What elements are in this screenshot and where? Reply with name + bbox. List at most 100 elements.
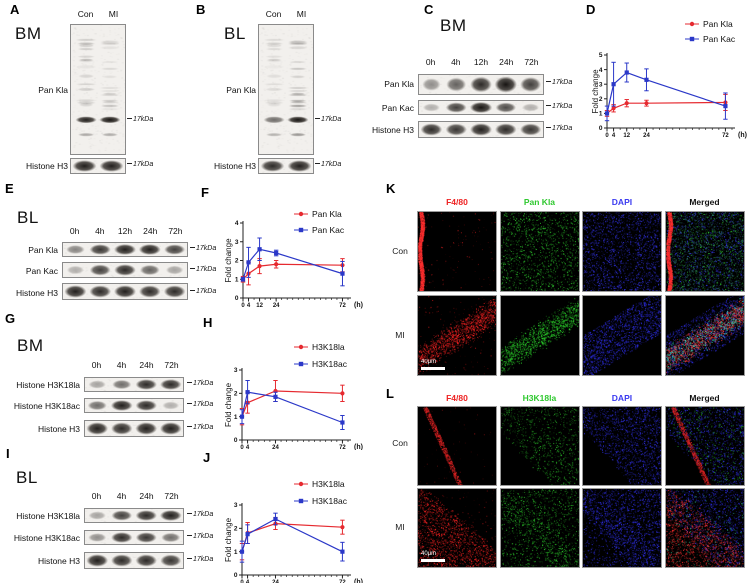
svg-text:4: 4 <box>247 303 251 309</box>
panel-i-timepoints: 0h 4h 24h 72h <box>84 491 184 501</box>
svg-text:(h): (h) <box>354 302 363 309</box>
timepoint-label: 72h <box>524 57 539 67</box>
timepoint-label: 24h <box>139 491 154 501</box>
panel-d-letter: D <box>586 2 596 17</box>
panel-b-tissue-label: BL <box>224 24 246 43</box>
timepoint-label: 0h <box>91 360 102 370</box>
svg-text:(h): (h) <box>354 579 363 583</box>
svg-text:0: 0 <box>605 133 609 139</box>
svg-text:2: 2 <box>599 96 603 103</box>
panel-a-mw-marker: 17kDa <box>127 116 153 123</box>
panel-j-fold-change-chart: 0 1 2 3 0 4 24 72 (h) Fold change H3K18la H3K18ac <box>201 449 366 583</box>
blot-row-label: Histone H3 <box>37 424 80 434</box>
panel-b-target-label: Pan Kla <box>226 85 256 95</box>
panel-k-column-headers: F4/80 Pan Kla DAPI Merged <box>417 197 747 207</box>
blot-row-label: Pan Kla <box>28 245 58 255</box>
microscopy-image-k-con-pan-kla <box>500 211 580 292</box>
svg-text:12: 12 <box>623 133 630 139</box>
timepoint-label: 0h <box>91 491 102 501</box>
svg-text:4: 4 <box>235 220 239 227</box>
mw-marker: 17kDa <box>187 533 213 540</box>
mw-marker: 17kDa <box>546 79 572 86</box>
svg-text:1: 1 <box>234 414 238 421</box>
microscopy-image-k-con-dapi <box>582 211 662 292</box>
if-column-header-dapi: DAPI <box>611 393 633 403</box>
panel-a-tissue-label: BM <box>15 24 42 43</box>
if-column-header-f480: F4/80 <box>446 197 468 207</box>
timepoint-label: 72h <box>168 226 183 236</box>
timepoint-label: 72h <box>164 491 179 501</box>
svg-text:1: 1 <box>235 276 239 283</box>
mw-marker-text: 17kDa <box>193 533 214 540</box>
microscopy-image-l-mi-f480 <box>417 488 497 568</box>
microscopy-image-k-con-merged <box>665 211 745 292</box>
blot-row-label: Pan Kla <box>384 79 414 89</box>
mw-marker: 17kDa <box>187 401 213 408</box>
blot-row-label: Pan Kac <box>25 266 58 276</box>
panel-a-lane-labels: Con MI <box>70 9 126 19</box>
mw-marker-text: 17kDa <box>552 125 573 132</box>
svg-text:2: 2 <box>234 526 238 533</box>
svg-text:72: 72 <box>339 580 346 583</box>
svg-text:4: 4 <box>599 67 603 74</box>
microscopy-image-l-mi-merged <box>665 488 745 568</box>
blot-row-label: Histone H3K18ac <box>13 401 80 411</box>
mw-marker-text: 17kDa <box>193 511 214 518</box>
blot-row-label: Histone H3K18la <box>16 511 80 521</box>
panel-i-histone-h3-blot-image <box>84 552 184 569</box>
svg-text:1: 1 <box>599 111 603 118</box>
panel-e-pan-kac-blot-image <box>62 262 188 278</box>
svg-text:(h): (h) <box>354 444 363 450</box>
microscopy-image-l-con-h3k18la <box>500 406 580 486</box>
panel-a-loading-label: Histone H3 <box>25 161 68 171</box>
svg-text:0: 0 <box>599 125 603 132</box>
mw-marker: 17kDa <box>187 511 213 518</box>
svg-text:3: 3 <box>234 502 238 509</box>
svg-text:0: 0 <box>235 295 239 302</box>
if-column-header-f480: F4/80 <box>446 393 468 403</box>
panel-b-histone-h3-blot-image <box>258 158 314 174</box>
mw-marker-text: 17kDa <box>196 266 217 273</box>
panel-a-loading-mw-marker: 17kDa <box>127 161 153 168</box>
blot-row-label: Pan Kac <box>381 103 414 113</box>
if-column-header-merged: Merged <box>689 393 720 403</box>
mw-marker: 17kDa <box>190 245 216 252</box>
microscopy-image-k-mi-pan-kla <box>500 295 580 376</box>
svg-text:2: 2 <box>234 391 238 398</box>
panel-c-timepoints: 0h 4h 12h 24h 72h <box>418 57 544 67</box>
panel-b-pan-kla-blot-image <box>258 24 314 155</box>
blot-row-label: Histone H3 <box>15 288 58 298</box>
timepoint-label: 12h <box>117 226 133 236</box>
svg-text:5: 5 <box>599 52 603 59</box>
panel-l-letter: L <box>386 386 394 401</box>
svg-text:4: 4 <box>246 445 250 450</box>
blot-row-label: Histone H3K18la <box>16 380 80 390</box>
svg-text:24: 24 <box>273 303 280 309</box>
panel-e-histone-h3-blot-image <box>62 283 188 300</box>
timepoint-label: 24h <box>499 57 514 67</box>
svg-text:Pan Kla: Pan Kla <box>312 209 342 219</box>
panel-g-h3k18la-blot-image <box>84 377 184 392</box>
panel-i-h3k18la-blot-image <box>84 508 184 523</box>
timepoint-label: 72h <box>164 360 179 370</box>
svg-text:24: 24 <box>643 133 650 139</box>
panel-e-timepoints: 0h 4h 12h 24h 72h <box>62 226 188 236</box>
mw-marker: 17kDa <box>190 266 216 273</box>
mw-marker-text: 17kDa <box>196 288 217 295</box>
blot-row-label: Histone H3 <box>371 125 414 135</box>
panel-i-tissue-label: BL <box>16 468 38 487</box>
svg-text:2: 2 <box>235 258 239 265</box>
timepoint-label: 4h <box>116 360 127 370</box>
timepoint-label: 12h <box>473 57 489 67</box>
mw-marker-text: 17kDa <box>193 424 214 431</box>
panel-a-histone-h3-blot-image <box>70 158 126 174</box>
panel-a-target-label: Pan Kla <box>38 85 68 95</box>
svg-text:Fold change: Fold change <box>224 517 233 562</box>
panel-c-letter: C <box>424 2 434 17</box>
svg-text:(h): (h) <box>738 132 747 139</box>
microscopy-image-l-con-f480 <box>417 406 497 486</box>
panel-c-pan-kac-blot-image <box>418 100 544 115</box>
blot-row-label: Histone H3 <box>37 556 80 566</box>
mw-marker-text: 17kDa <box>552 103 573 110</box>
if-column-header-h3k18la: H3K18la <box>522 393 557 403</box>
